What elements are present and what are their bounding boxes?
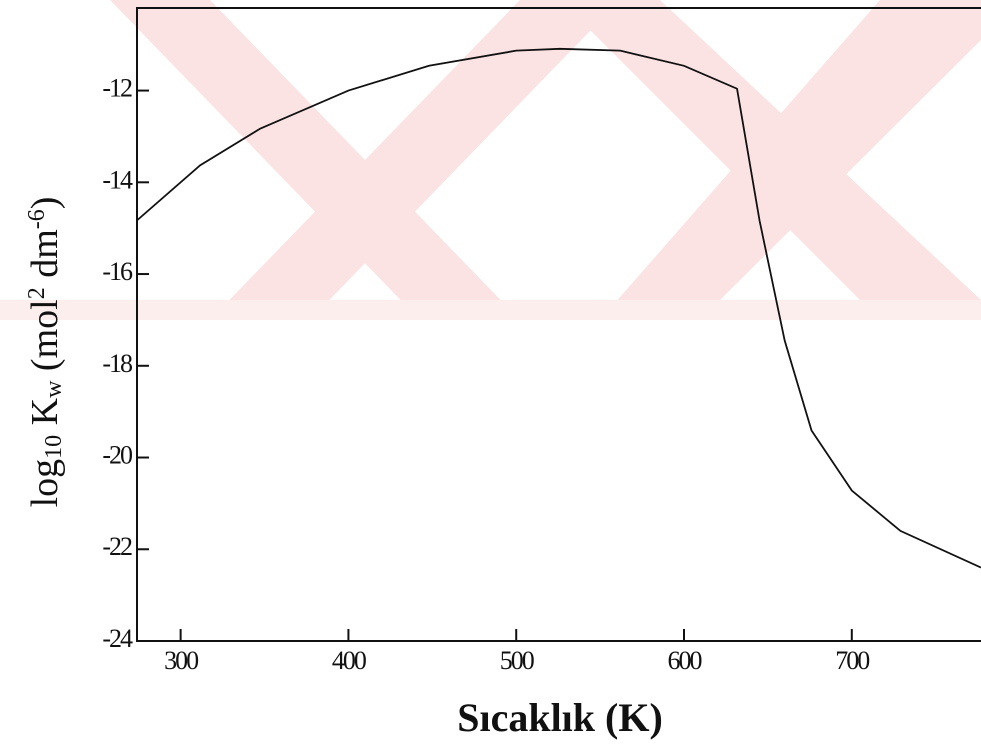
y-label-part: log [24,459,66,508]
y-label-part: K [24,397,66,435]
y-label-part: w [41,380,67,398]
y-tick-label: -20 [102,440,133,469]
x-axis-title: Sıcaklık (K) [457,695,663,740]
y-axis-title: log10 Kw (mol2 dm-6) [24,197,67,508]
x-tick-label: 300 [164,646,199,675]
y-label-part: ) [24,197,66,210]
x-tick-label: 600 [668,646,703,675]
y-tick-label: -22 [102,532,132,561]
x-tick-label: 400 [332,646,367,675]
y-tick-label: -12 [102,74,132,103]
y-tick-label: -14 [102,165,133,194]
x-tick-label: 500 [500,646,535,675]
y-label-part: dm [24,229,66,287]
y-tick-label: -16 [102,257,133,286]
y-label-part: (mol [24,299,66,380]
watermark [0,0,981,320]
x-tick-label: 700 [835,646,870,675]
y-tick-label: -18 [102,349,133,378]
y-label-part: 10 [41,435,67,459]
data-line [136,47,981,569]
plot-frame [136,7,981,642]
y-label-part: 2 [24,287,50,299]
y-tick-label: -24 [102,624,133,653]
y-label-part: -6 [24,209,50,229]
